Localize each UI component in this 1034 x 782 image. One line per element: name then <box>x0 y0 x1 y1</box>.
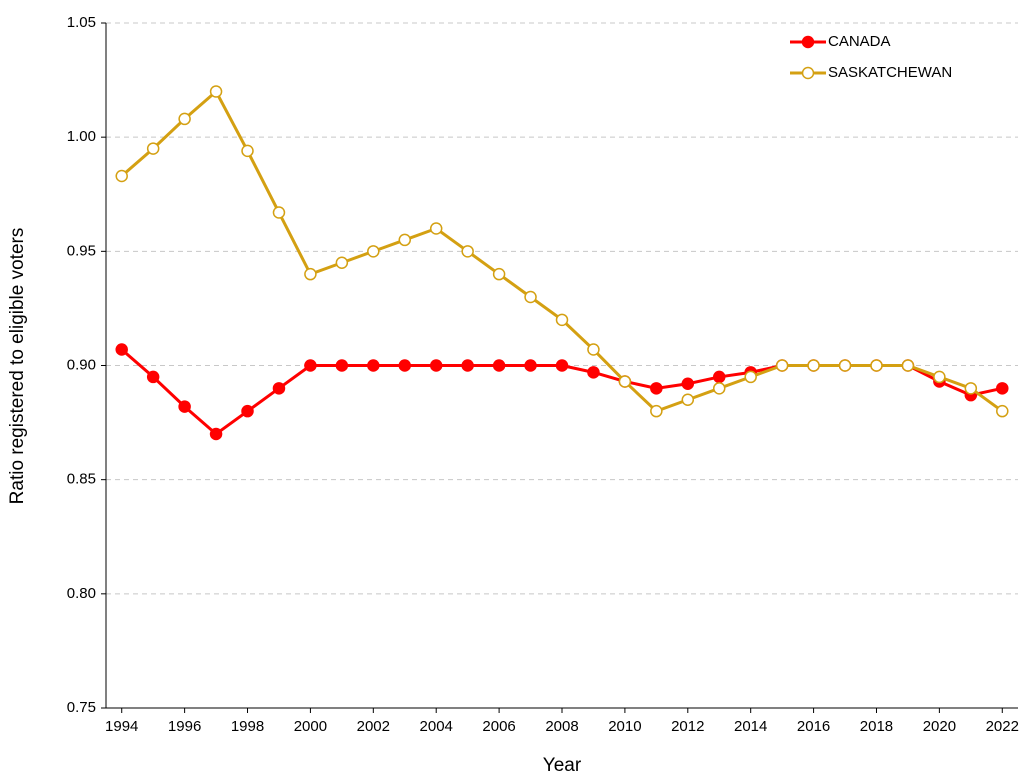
data-point <box>587 343 600 356</box>
data-point <box>398 359 412 372</box>
data-point <box>272 206 286 219</box>
data-point <box>335 256 349 269</box>
x-tick-label: 2020 <box>923 718 956 735</box>
data-point <box>996 404 1009 418</box>
x-tick-label: 2008 <box>545 718 578 735</box>
data-point <box>618 375 632 388</box>
legend-marker <box>801 35 815 49</box>
x-tick-label: 2004 <box>420 718 453 735</box>
data-point <box>367 359 380 372</box>
data-point <box>524 290 537 304</box>
data-point <box>555 313 569 327</box>
x-tick-label: 2000 <box>294 718 327 735</box>
data-point <box>964 382 978 395</box>
y-tick-label: 0.75 <box>67 699 96 716</box>
data-point <box>775 359 789 372</box>
data-point <box>744 370 757 384</box>
x-tick-label: 2010 <box>608 718 641 735</box>
data-point <box>178 400 191 413</box>
y-tick-label: 1.05 <box>67 14 96 31</box>
data-point <box>146 370 160 384</box>
data-point <box>241 404 254 418</box>
data-point <box>335 359 349 372</box>
data-point <box>681 393 695 406</box>
data-point <box>838 359 852 372</box>
x-tick-label: 2022 <box>986 718 1019 735</box>
data-point <box>650 382 663 395</box>
data-point <box>870 359 883 372</box>
x-tick-label: 2006 <box>482 718 515 735</box>
data-point <box>209 85 223 98</box>
y-tick-label: 0.80 <box>67 585 96 602</box>
x-axis-title: Year <box>543 755 582 776</box>
x-tick-label: 2018 <box>860 718 893 735</box>
data-point <box>996 382 1009 395</box>
data-point <box>524 359 537 372</box>
data-point <box>367 245 380 258</box>
y-tick-label: 1.00 <box>67 128 96 145</box>
data-point <box>461 359 474 372</box>
data-point <box>901 359 915 372</box>
data-point <box>209 427 223 441</box>
x-tick-label: 2012 <box>671 718 704 735</box>
data-point <box>933 370 946 384</box>
data-point <box>115 169 128 183</box>
data-point <box>492 359 506 372</box>
y-axis-title: Ratio registered to eligible voters <box>7 228 28 505</box>
data-point <box>712 382 726 395</box>
legend-label: CANADA <box>828 33 891 50</box>
x-tick-label: 1994 <box>105 718 138 735</box>
data-point <box>429 222 443 235</box>
data-point <box>272 382 286 395</box>
data-point <box>241 144 254 158</box>
x-tick-label: 1996 <box>168 718 201 735</box>
legend-label: SASKATCHEWAN <box>828 64 952 81</box>
x-tick-label: 2016 <box>797 718 830 735</box>
data-point <box>461 245 474 258</box>
x-tick-label: 1998 <box>231 718 264 735</box>
data-point <box>115 343 128 356</box>
data-point <box>304 267 317 281</box>
data-point <box>492 267 506 281</box>
data-point <box>146 142 160 155</box>
data-point <box>429 359 443 372</box>
y-tick-label: 0.95 <box>67 242 96 259</box>
data-point <box>650 404 663 418</box>
data-point <box>681 377 695 391</box>
data-point <box>178 112 191 126</box>
data-point <box>587 366 600 379</box>
data-point <box>555 359 569 372</box>
y-tick-label: 0.90 <box>67 356 96 373</box>
data-point <box>304 359 317 372</box>
x-tick-label: 2014 <box>734 718 767 735</box>
x-tick-label: 2002 <box>357 718 390 735</box>
y-tick-label: 0.85 <box>67 471 96 488</box>
legend-marker <box>801 66 815 80</box>
data-point <box>807 359 820 372</box>
data-point <box>712 370 726 384</box>
data-point <box>398 233 412 247</box>
